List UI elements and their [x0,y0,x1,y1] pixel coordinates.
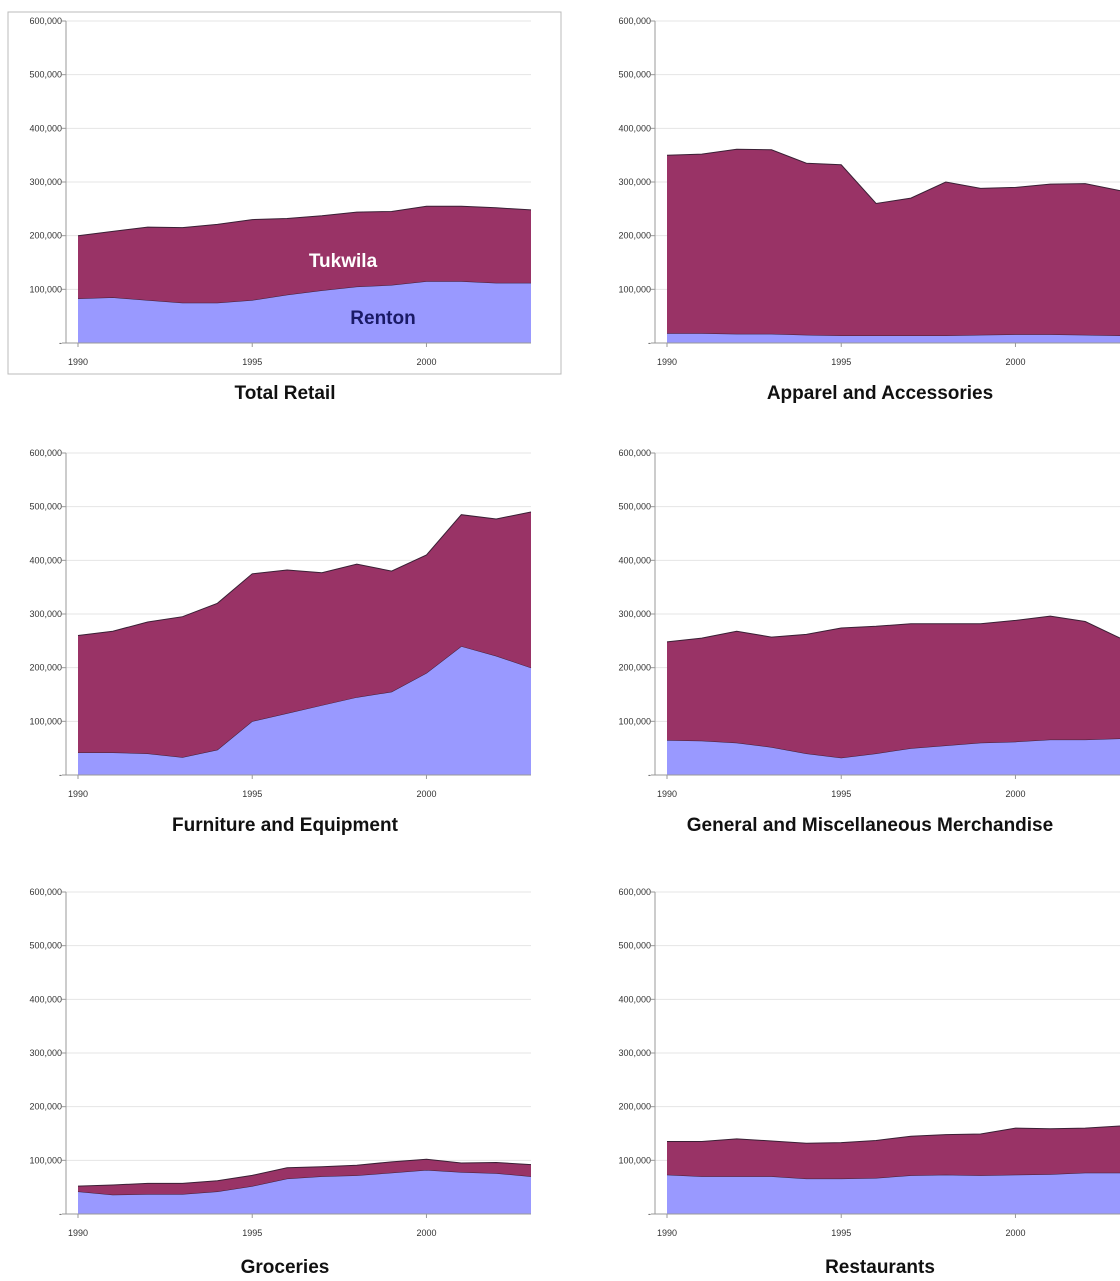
y-tick-label: 300,000 [29,177,62,187]
x-tick-label: 1990 [657,789,677,799]
y-tick-label: 100,000 [618,1155,651,1165]
y-tick-label: 300,000 [618,1048,651,1058]
x-tick-label: 1990 [68,1228,88,1238]
y-tick-label: 300,000 [618,609,651,619]
y-tick-label: 200,000 [618,1102,651,1112]
y-tick-label: 100,000 [618,716,651,726]
y-tick-label: 200,000 [29,1102,62,1112]
x-tick-label: 1990 [68,357,88,367]
y-tick-label: 500,000 [29,70,62,80]
area-renton [78,281,531,343]
chart-title-apparel: Apparel and Accessories [766,383,994,404]
x-tick-label: 1995 [831,789,851,799]
x-tick-label: 1995 [831,1228,851,1238]
y-tick-label: - [648,1209,651,1219]
area-tukwila [667,1126,1120,1179]
x-tick-label: 1990 [657,1228,677,1238]
area-renton [78,646,531,775]
x-tick-label: 2000 [1005,789,1025,799]
area-tukwila [78,512,531,758]
y-tick-label: 400,000 [618,994,651,1004]
y-tick-label: 300,000 [618,177,651,187]
y-tick-label: - [648,338,651,348]
y-tick-label: 200,000 [29,663,62,673]
y-tick-label: 400,000 [618,555,651,565]
y-tick-label: 600,000 [29,448,62,458]
series-line-tukwila [77,511,532,636]
series-line-tukwila [666,615,1120,643]
y-tick-label: 500,000 [618,70,651,80]
y-tick-label: 400,000 [29,123,62,133]
x-tick-label: 1995 [242,1228,262,1238]
x-tick-label: 1990 [657,357,677,367]
chart-groceries: 600,000 500,000 400,000 300,000 200,000 100,0… [29,887,532,1238]
y-tick-label: 200,000 [618,231,651,241]
y-tick-label: 400,000 [29,994,62,1004]
annotation-tukwila: Tukwila [309,251,378,272]
chart-title-general-merchandise: General and Miscellaneous Merchandise [686,815,1054,836]
area-tukwila [78,1159,531,1195]
y-tick-label: 300,000 [29,609,62,619]
y-tick-label: 500,000 [618,502,651,512]
y-tick-label: 400,000 [618,123,651,133]
x-tick-label: 2000 [416,1228,436,1238]
x-tick-label: 2000 [1005,357,1025,367]
y-tick-label: - [59,338,62,348]
area-renton [667,1172,1120,1214]
area-renton [667,738,1120,775]
x-tick-label: 1990 [68,789,88,799]
y-tick-label: 600,000 [618,887,651,897]
y-tick-label: 500,000 [618,941,651,951]
x-tick-label: 1995 [242,357,262,367]
y-tick-label: 600,000 [29,16,62,26]
chart-title-total-retail: Total Retail [234,383,336,404]
series-line-tukwila [77,1158,532,1187]
chart-border [7,11,562,375]
y-tick-label: 200,000 [618,663,651,673]
chart-apparel-and-accessories: 600,000 500,000 400,000 300,000 200,000 100,0… [618,16,1120,367]
y-tick-label: 600,000 [29,887,62,897]
y-tick-label: - [59,1209,62,1219]
x-tick-label: 1995 [242,789,262,799]
y-tick-label: - [648,770,651,780]
y-tick-label: 500,000 [29,502,62,512]
annotation-renton: Renton [350,308,415,329]
series-line-tukwila [77,205,532,237]
y-tick-label: 300,000 [29,1048,62,1058]
y-tick-label: 100,000 [29,716,62,726]
area-tukwila [667,616,1120,758]
chart-general-and-miscellaneous-merchandise: 600,000 500,000 400,000 300,000 200,000 100,0… [618,448,1120,799]
y-tick-label: 600,000 [618,448,651,458]
y-tick-label: 600,000 [618,16,651,26]
area-renton [78,1170,531,1214]
y-tick-label: 100,000 [618,284,651,294]
y-tick-label: 400,000 [29,555,62,565]
chart-title-restaurants: Restaurants [825,1257,935,1278]
y-tick-label: 100,000 [29,284,62,294]
area-tukwila [78,206,531,303]
series-line-tukwila [667,1125,1120,1144]
chart-title-furniture: Furniture and Equipment [172,815,398,836]
y-tick-label: - [59,770,62,780]
y-tick-label: 100,000 [29,1155,62,1165]
y-tick-label: 500,000 [29,941,62,951]
series-line-tukwila [666,148,1120,205]
x-tick-label: 2000 [1005,1228,1025,1238]
y-tick-label: 200,000 [29,231,62,241]
chart-furniture-and-equipment: 600,000 500,000 400,000 300,000 200,000 100,0… [29,448,532,799]
chart-restaurants: 600,000 500,000 400,000 300,000 200,000 100,0… [618,887,1120,1238]
area-renton [667,333,1120,343]
area-tukwila [667,149,1120,336]
x-tick-label: 2000 [416,357,436,367]
x-tick-label: 2000 [416,789,436,799]
chart-title-groceries: Groceries [240,1257,330,1278]
x-tick-label: 1995 [831,357,851,367]
chart-total-retail: 600,000 500,000 400,000 300,000 200,000 100,0… [7,11,562,375]
